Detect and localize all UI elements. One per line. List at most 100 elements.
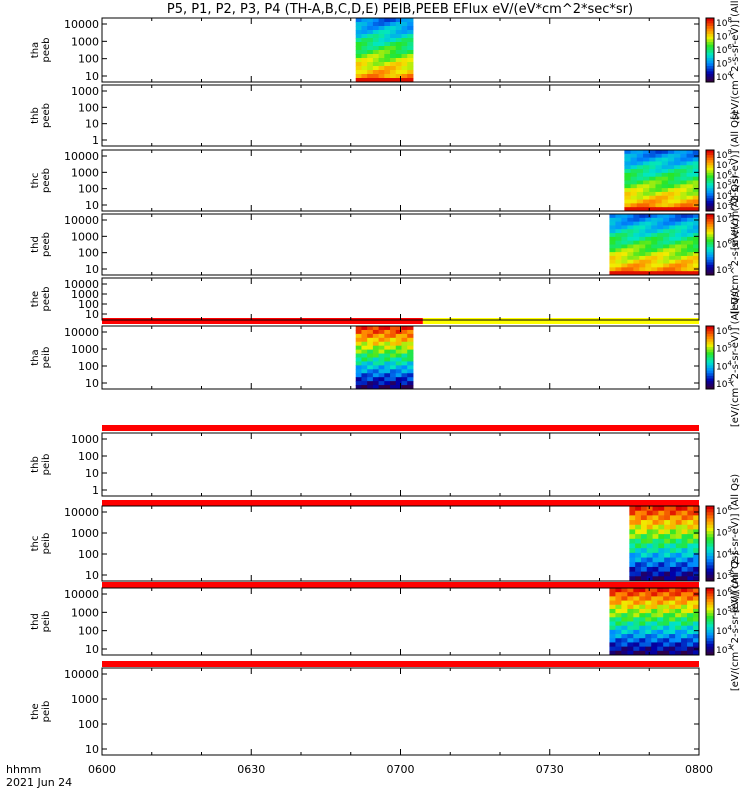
spectrogram-cell [355, 46, 362, 51]
spectrogram-cell [658, 557, 665, 563]
spectrogram-cell [675, 634, 682, 639]
spectrogram-cell [390, 22, 397, 27]
colorbar-tick-exp: 4 [727, 624, 732, 632]
spectrogram-cell [627, 229, 634, 234]
spectrogram-cell [390, 78, 397, 83]
spectrogram-cell [693, 524, 700, 530]
spectrogram-cell [378, 54, 385, 59]
spectrogram-cell [367, 377, 374, 382]
y-tick-label: 1 [92, 134, 99, 147]
spectrogram-cell [367, 62, 374, 67]
spectrogram-cell [693, 566, 700, 573]
spectrogram-cell [401, 70, 408, 75]
spectrogram-cell [378, 361, 385, 366]
spectrogram-cell [658, 534, 665, 540]
spectrogram-cell [651, 236, 658, 242]
spectrogram-cell [661, 157, 669, 162]
spectrogram-cell [609, 617, 616, 622]
spectrogram-cell [378, 329, 385, 335]
spectrogram-cell [681, 600, 688, 606]
spectrogram-cell [655, 180, 663, 185]
spectrogram-cell [384, 329, 391, 335]
y-tick-label: 10 [85, 263, 99, 276]
spectrogram-cell [655, 188, 663, 193]
spectrogram-cell [681, 650, 688, 656]
spectrogram-cell [361, 365, 368, 370]
spectrogram-cell [407, 42, 414, 47]
spectrogram-cell [378, 357, 385, 362]
spectrogram-cell [390, 361, 397, 366]
spectrogram-cell [372, 369, 380, 374]
spectrogram-cell [669, 229, 676, 234]
spectrogram-cell [639, 600, 646, 606]
spectrogram-cell [661, 191, 669, 197]
spectrogram-cell [401, 30, 408, 35]
spectrogram-cell [687, 217, 694, 223]
colorbar-cell [706, 249, 714, 253]
colorbar-cell [706, 596, 714, 600]
spectrogram-cell [687, 634, 694, 639]
colorbar-cell [706, 506, 714, 510]
spectrogram-cell [664, 520, 671, 526]
spectrogram-cell [384, 337, 391, 343]
spectrogram-cell [361, 341, 368, 347]
y-label-probe: tha [30, 42, 41, 58]
spectrogram-cell [636, 188, 644, 193]
spectrogram-cell [681, 576, 688, 582]
spectrogram-cell [646, 506, 654, 512]
spectrogram-cell [624, 153, 632, 159]
spectrogram-cell [384, 365, 391, 370]
spectrogram-cell [669, 617, 676, 622]
spectrogram-cell [633, 217, 640, 223]
spectrogram-cell [681, 634, 688, 639]
y-tick-label: 1000 [71, 166, 99, 179]
spectrogram-cell [372, 70, 380, 75]
spectrogram-cell [675, 263, 682, 268]
spectrogram-cell [663, 621, 670, 627]
flag-bar-segment [102, 582, 699, 588]
spectrogram-cell [657, 629, 664, 635]
spectrogram-cell [361, 326, 368, 331]
spectrogram-cell [652, 543, 659, 549]
colorbar-cell [706, 172, 714, 176]
spectrogram-cell [675, 510, 683, 516]
spectrogram-cell [609, 233, 616, 238]
colorbar-cell [706, 20, 714, 24]
spectrogram-cell [649, 165, 656, 170]
spectrogram-cell [372, 34, 380, 39]
spectrogram-cell [361, 74, 368, 79]
spectrogram-cell [661, 195, 669, 201]
spectrogram-cell [652, 529, 659, 535]
spectrogram-cell [639, 625, 646, 631]
spectrogram-cell [390, 70, 397, 75]
colorbar-cell [706, 341, 714, 345]
spectrogram-cell [355, 50, 362, 55]
spectrogram-cell [401, 361, 408, 366]
spectrogram-cell [664, 506, 671, 512]
panel-tha-peeb: 10100100010000thapeeb108107106105104[eV/… [30, 0, 741, 120]
spectrogram-cell [646, 520, 654, 526]
spectrogram-cell [384, 58, 391, 63]
spectrogram-cell [640, 566, 648, 573]
spectrogram-cell [658, 520, 665, 526]
spectrogram-cell [643, 150, 650, 155]
colorbar-frame [705, 505, 715, 582]
spectrogram-cell [681, 538, 688, 544]
panel-frame [101, 84, 700, 147]
y-tick-label: 1000 [71, 343, 99, 356]
spectrogram-cell [687, 538, 694, 544]
spectrogram-cell [667, 161, 675, 166]
spectrogram-cell [657, 252, 664, 257]
spectrogram-cell [663, 625, 670, 631]
y-label-product: peeb [41, 168, 52, 193]
spectrogram-cell [645, 596, 652, 602]
spectrogram-cell [674, 172, 681, 178]
colorbar-cell [706, 71, 714, 75]
spectrogram-cell [367, 26, 374, 31]
spectrogram-cell [633, 650, 640, 656]
spectrogram-cell [657, 229, 664, 234]
spectrogram-cell [674, 157, 681, 162]
panel-tha-peib: 10100100010000thapeib106105104103[eV/(cm… [30, 288, 741, 427]
spectrogram-cell [624, 157, 632, 162]
spectrogram-cell [693, 221, 700, 226]
